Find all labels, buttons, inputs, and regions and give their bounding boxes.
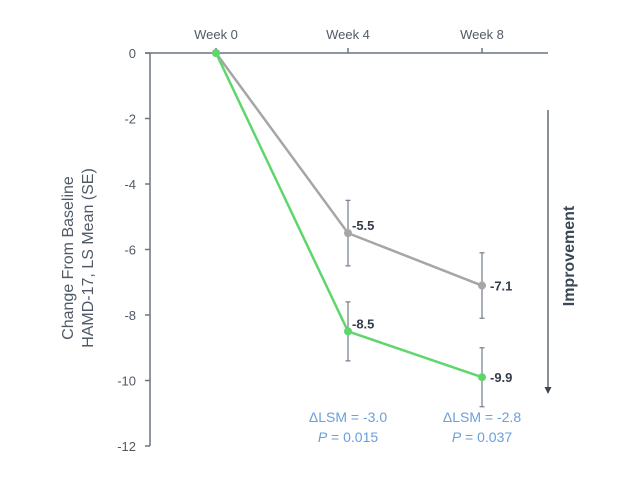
p-value-label: P = 0.015 xyxy=(318,429,379,445)
delta-lsm-label: ΔLSM = -2.8 xyxy=(443,409,521,425)
data-point xyxy=(212,49,220,57)
x-ticks: Week 0 Week 4 Week 8 xyxy=(194,27,504,53)
annotations: ΔLSM = -3.0 P = 0.015 ΔLSM = -2.8 P = 0.037 xyxy=(309,409,521,445)
p-symbol: P xyxy=(452,429,462,445)
y-tick-label: -6 xyxy=(124,243,136,258)
y-tick-label: -2 xyxy=(124,112,136,127)
y-tick-label: 0 xyxy=(129,46,136,61)
p-symbol: P xyxy=(318,429,328,445)
x-tick-label: Week 8 xyxy=(460,27,504,42)
y-axis-label-line1: Change From Baseline xyxy=(60,176,77,340)
y-tick-label: -12 xyxy=(117,439,136,454)
p-value: = 0.015 xyxy=(327,429,378,445)
data-point xyxy=(478,373,486,382)
data-label: -9.9 xyxy=(490,370,512,385)
arrow-down-icon xyxy=(544,387,552,394)
x-tick-label: Week 0 xyxy=(194,27,238,42)
series: -5.5 -7.1 -8.5 -9.9 xyxy=(212,49,512,408)
y-tick-label: -4 xyxy=(124,177,136,192)
improvement-arrow: Improvement xyxy=(544,110,578,394)
data-point xyxy=(478,281,486,290)
delta-lsm-label: ΔLSM = -3.0 xyxy=(309,409,387,425)
data-label: -8.5 xyxy=(352,316,374,331)
p-value-label: P = 0.037 xyxy=(452,429,513,445)
series-1: -8.5 -9.9 xyxy=(212,49,512,408)
series-line xyxy=(214,52,483,287)
p-value: = 0.037 xyxy=(461,429,512,445)
axes xyxy=(145,52,548,446)
y-axis-label-line2: HAMD-17, LS Mean (SE) xyxy=(80,168,97,348)
data-point xyxy=(344,229,352,238)
y-tick-label: -8 xyxy=(124,308,136,323)
x-tick-label: Week 4 xyxy=(326,27,370,42)
improvement-label: Improvement xyxy=(561,205,578,306)
y-tick-label: -10 xyxy=(117,374,136,389)
data-point xyxy=(344,327,352,336)
data-label: -7.1 xyxy=(490,279,512,294)
series-0: -5.5 -7.1 xyxy=(212,49,512,319)
data-label: -5.5 xyxy=(352,218,374,233)
y-ticks: 0 -2 -4 -6 -8 -10 -12 xyxy=(117,46,150,454)
